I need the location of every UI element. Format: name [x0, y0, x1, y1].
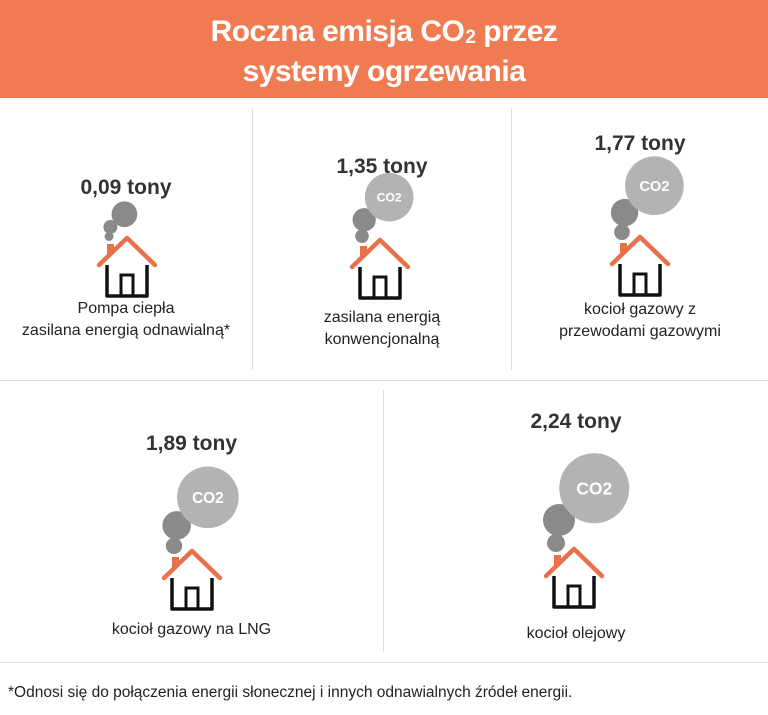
divider-vertical	[511, 108, 512, 370]
house-walls	[105, 265, 149, 298]
smoke-puff-small	[614, 224, 630, 240]
chart-panel-conventional: 1,35 tony CO2 zasilana energią konwencjo…	[253, 98, 511, 380]
smoke-puff-medium	[610, 198, 639, 227]
smoke-puff-small	[355, 229, 369, 244]
category-label: Pompa ciepła zasilana energią odnawialną…	[0, 298, 252, 342]
chart-header: Roczna emisja CO2 przez systemy ogrzewan…	[0, 0, 768, 98]
house-icon	[96, 235, 158, 298]
category-label: zasilana energią konwencjonalną	[253, 307, 511, 351]
smoke-puff-medium	[352, 208, 376, 232]
category-label-line: kocioł gazowy na LNG	[111, 621, 272, 638]
roof	[609, 234, 671, 267]
house-icon	[609, 234, 671, 297]
smoke-puff-large	[625, 156, 684, 216]
smoke-group: CO2	[162, 466, 239, 554]
category-label-line: zasilana energią	[323, 309, 441, 326]
house-smoke-graphic: CO2	[543, 453, 630, 609]
smoke-puff-medium	[543, 504, 575, 536]
chart-panel-gas-boiler-pipes: 1,77 tony CO2 kocioł gazowy z przewodami…	[512, 98, 768, 380]
house-walls	[552, 576, 596, 609]
value-label: 1,77 tony	[594, 132, 686, 155]
smoke-puff-small	[547, 534, 565, 552]
divider-horizontal	[0, 662, 768, 663]
house-smoke-graphic: CO2	[161, 466, 239, 611]
smoke-group	[103, 201, 138, 241]
chimney	[554, 555, 561, 565]
chart-panel-gas-boiler-lng: 1,89 tony CO2 kocioł gazowy na LNG	[0, 381, 383, 662]
smoke-group: CO2	[543, 453, 630, 552]
smoke-puff-medium	[162, 511, 191, 540]
divider-vertical	[383, 390, 384, 652]
category-label: kocioł gazowy na LNG	[0, 619, 383, 641]
smoke-puff-large	[559, 453, 630, 524]
house-walls	[618, 264, 662, 297]
house-icon	[543, 546, 605, 609]
divider-horizontal	[0, 380, 768, 381]
house-smoke-graphic: CO2	[609, 156, 684, 297]
value-label: 1,35 tony	[336, 155, 428, 178]
chimney	[107, 244, 114, 254]
footnote: *Odnosi się do połączenia energii słonec…	[8, 684, 573, 701]
smoke-puff-large	[111, 201, 138, 228]
co2-bubble-label: CO2	[377, 191, 402, 205]
title-text-cont: przez	[475, 15, 558, 48]
chart-panel-heat-pump-renewable: 0,09 tony Pompa ciepła zasilana energią …	[0, 98, 252, 380]
smoke-puff-large	[364, 172, 414, 222]
roof	[349, 237, 411, 270]
category-label-line: Pompa ciepła	[77, 300, 175, 317]
co2-bubble-label: CO2	[639, 179, 669, 195]
house-smoke-graphic: CO2	[349, 172, 414, 300]
category-label: kocioł olejowy	[384, 623, 768, 645]
chimney	[172, 557, 179, 567]
smoke-puff-small	[104, 232, 114, 241]
house-walls	[358, 267, 402, 300]
co2-bubble-label: CO2	[576, 479, 612, 499]
door	[632, 272, 648, 297]
house-smoke-graphic	[96, 201, 158, 298]
category-label-line: przewodami gazowymi	[559, 323, 721, 340]
title-subscript: 2	[465, 27, 476, 48]
smoke-puff-medium	[103, 220, 118, 235]
category-label: kocioł gazowy z przewodami gazowymi	[512, 299, 768, 343]
door	[372, 275, 388, 300]
title-text: Roczna emisja CO	[210, 15, 465, 48]
value-label: 0,09 tony	[80, 176, 172, 199]
divider-vertical	[252, 108, 253, 370]
roof	[96, 235, 158, 268]
co2-bubble-label: CO2	[192, 490, 224, 507]
value-label: 2,24 tony	[530, 410, 622, 433]
door	[566, 584, 582, 609]
door	[119, 273, 135, 298]
door	[184, 586, 200, 611]
category-label-line: kocioł gazowy z	[583, 301, 697, 318]
chimney	[360, 246, 367, 256]
category-label-line: kocioł olejowy	[526, 625, 626, 642]
roof	[161, 548, 223, 581]
house-icon	[349, 237, 411, 300]
category-label-line: zasilana energią odnawialną*	[21, 322, 231, 339]
smoke-group: CO2	[610, 156, 684, 240]
smoke-puff-small	[165, 537, 183, 554]
smoke-puff-large	[177, 466, 239, 529]
chart-panel-oil-boiler: 2,24 tony CO2 kocioł olejowy	[384, 381, 768, 662]
chart-title-line-2: systemy ogrzewania	[242, 55, 526, 88]
chart-title-line-1: Roczna emisja CO2 przez	[0, 14, 768, 54]
house-walls	[170, 578, 214, 611]
roof	[543, 546, 605, 579]
smoke-group: CO2	[352, 172, 414, 244]
chimney	[620, 243, 627, 253]
value-label: 1,89 tony	[145, 432, 238, 455]
category-label-line: konwencjonalną	[324, 331, 440, 348]
house-icon	[161, 548, 223, 611]
